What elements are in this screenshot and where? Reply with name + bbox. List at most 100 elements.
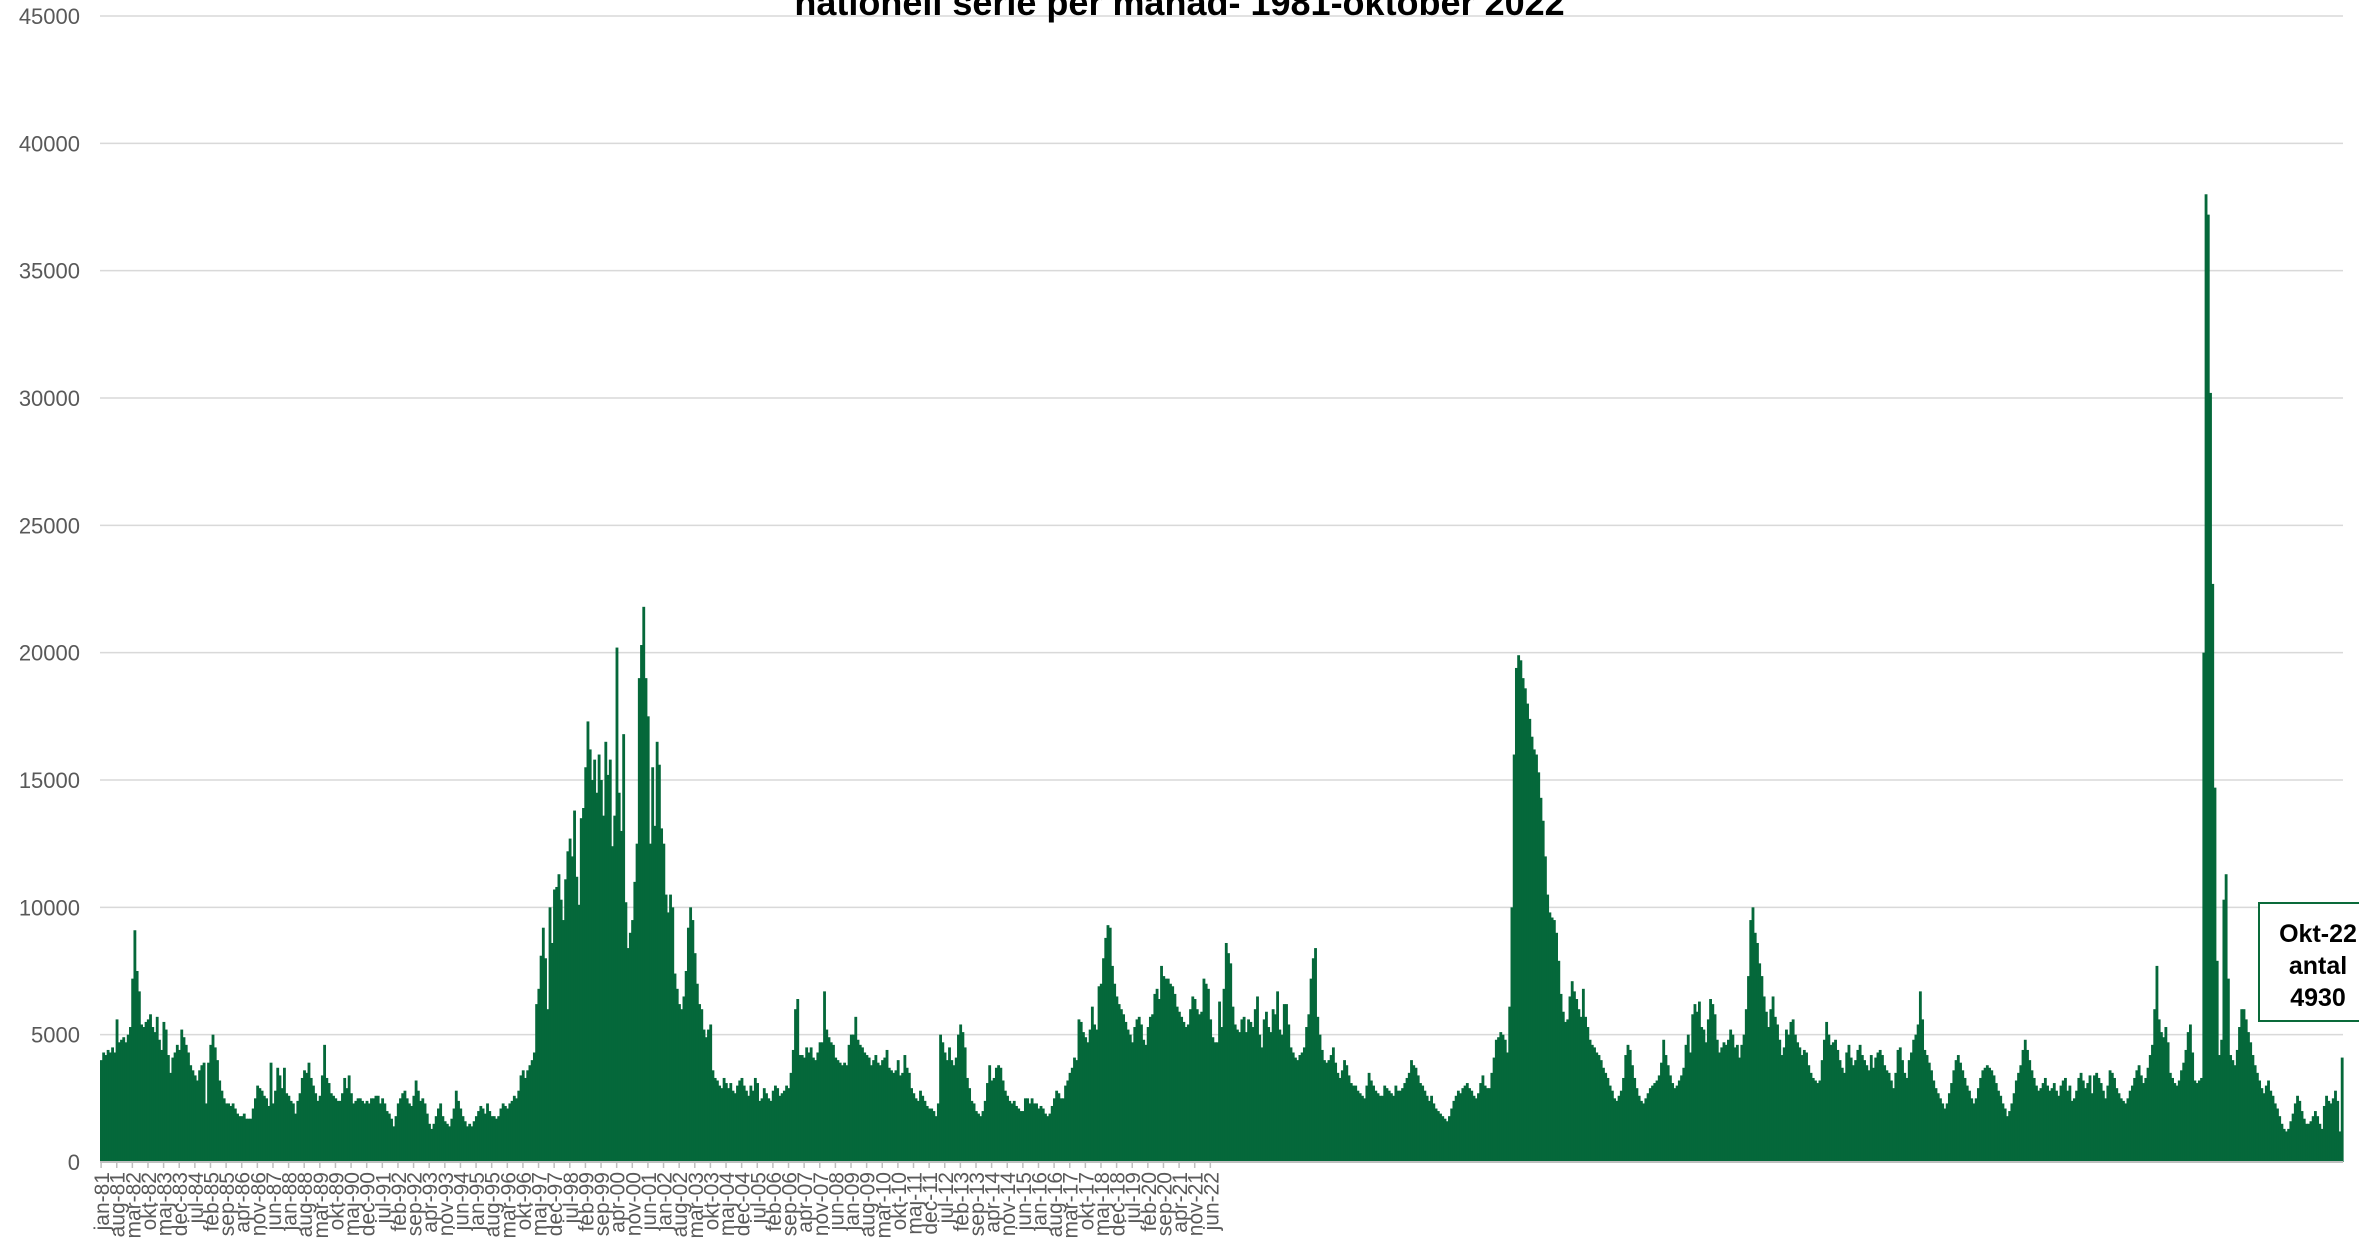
bar: [776, 1088, 780, 1162]
bar: [649, 843, 652, 1162]
bar: [1258, 1034, 1262, 1162]
bar: [2171, 1077, 2174, 1162]
x-tick-label: mar-82: [122, 1172, 145, 1239]
bar: [881, 1060, 884, 1162]
bar: [1635, 1088, 1639, 1162]
bar: [238, 1116, 242, 1162]
bar: [1320, 1049, 1324, 1162]
bar: [2146, 1067, 2150, 1162]
x-tick-label: nov-14: [997, 1172, 1020, 1237]
bar: [1262, 1019, 1266, 1162]
bar: [1702, 1029, 1706, 1162]
bar: [2258, 1080, 2262, 1162]
bar: [1910, 1052, 1913, 1162]
x-tick-label: apr-00: [607, 1172, 630, 1233]
bar: [1684, 1044, 1688, 1162]
bar: [1898, 1047, 1902, 1162]
bar: [2142, 1083, 2145, 1162]
bar: [1997, 1090, 2000, 1162]
bar: [1943, 1108, 1947, 1162]
bar: [1557, 960, 1561, 1162]
bar: [1838, 1060, 1842, 1162]
bar: [2106, 1085, 2110, 1162]
bar: [1577, 1009, 1581, 1162]
bar: [1816, 1083, 1820, 1162]
x-tick-label: jan-09: [841, 1172, 864, 1231]
bar: [120, 1039, 123, 1162]
bar: [1372, 1085, 1375, 1162]
bar: [102, 1052, 106, 1162]
bar: [1876, 1052, 1880, 1162]
bar: [294, 1113, 298, 1162]
bar: [1626, 1044, 1630, 1162]
bar: [825, 1029, 829, 1162]
bar: [1023, 1098, 1027, 1162]
x-tick-label: sep-06: [779, 1172, 802, 1236]
bar: [2206, 214, 2210, 1162]
bar: [546, 1009, 550, 1162]
bar: [1568, 996, 1572, 1162]
bar: [1387, 1090, 1391, 1162]
bar: [474, 1116, 478, 1162]
bar: [675, 988, 679, 1162]
bar: [1896, 1049, 1900, 1162]
x-tick-label: jun-22: [1200, 1172, 1223, 1231]
bar: [1052, 1098, 1056, 1162]
bar: [1887, 1072, 1891, 1162]
x-tick-label: apr-14: [982, 1172, 1005, 1233]
bar: [332, 1095, 335, 1162]
bar: [617, 792, 621, 1162]
bar: [778, 1095, 782, 1162]
bar: [887, 1067, 891, 1162]
bar: [878, 1065, 882, 1162]
bar: [1459, 1093, 1463, 1162]
bar: [1436, 1111, 1440, 1162]
bar: [691, 920, 695, 1162]
bar: [1570, 981, 1574, 1162]
bar: [1501, 1034, 1505, 1162]
bar: [1461, 1088, 1465, 1162]
bar: [1863, 1060, 1866, 1162]
bar: [1941, 1103, 1945, 1162]
x-tick-label: maj-97: [529, 1172, 552, 1236]
bar: [528, 1065, 532, 1162]
bar: [669, 894, 672, 1162]
bar: [1327, 1060, 1331, 1162]
bar: [1443, 1118, 1447, 1162]
x-tick-label: dec-97: [544, 1172, 567, 1236]
bar: [736, 1085, 739, 1162]
bar: [1401, 1088, 1404, 1162]
x-tick-label: okt-96: [513, 1172, 536, 1230]
bar: [227, 1103, 231, 1162]
bar: [1215, 1042, 1219, 1162]
bar: [910, 1088, 913, 1162]
bar: [2057, 1095, 2061, 1162]
bar: [1718, 1052, 1721, 1162]
bar: [477, 1111, 481, 1162]
bar: [1111, 965, 1114, 1162]
bar: [1506, 1052, 1509, 1162]
bar: [1314, 948, 1317, 1162]
bar: [1425, 1095, 1429, 1162]
bar: [1742, 1034, 1746, 1162]
bar: [1285, 1004, 1288, 1162]
bar: [1691, 1014, 1695, 1162]
bar: [843, 1062, 847, 1162]
bar: [1347, 1075, 1351, 1162]
bar: [1992, 1075, 1996, 1162]
bar: [794, 1009, 797, 1162]
x-axis-tick-labels: jan-81aug-81mar-82okt-82maj-83dec-83jul-…: [91, 1162, 1223, 1239]
bar: [1414, 1067, 1418, 1162]
bar: [2280, 1123, 2284, 1162]
bar: [2242, 1009, 2246, 1162]
bar: [588, 749, 592, 1162]
bar: [796, 999, 800, 1162]
bar: [278, 1075, 282, 1162]
bar: [1300, 1052, 1304, 1162]
bar: [2334, 1090, 2337, 1162]
bar: [948, 1047, 951, 1162]
bar: [1113, 983, 1117, 1162]
bar: [1559, 993, 1563, 1162]
bar: [1497, 1037, 1500, 1162]
bar: [291, 1103, 295, 1162]
